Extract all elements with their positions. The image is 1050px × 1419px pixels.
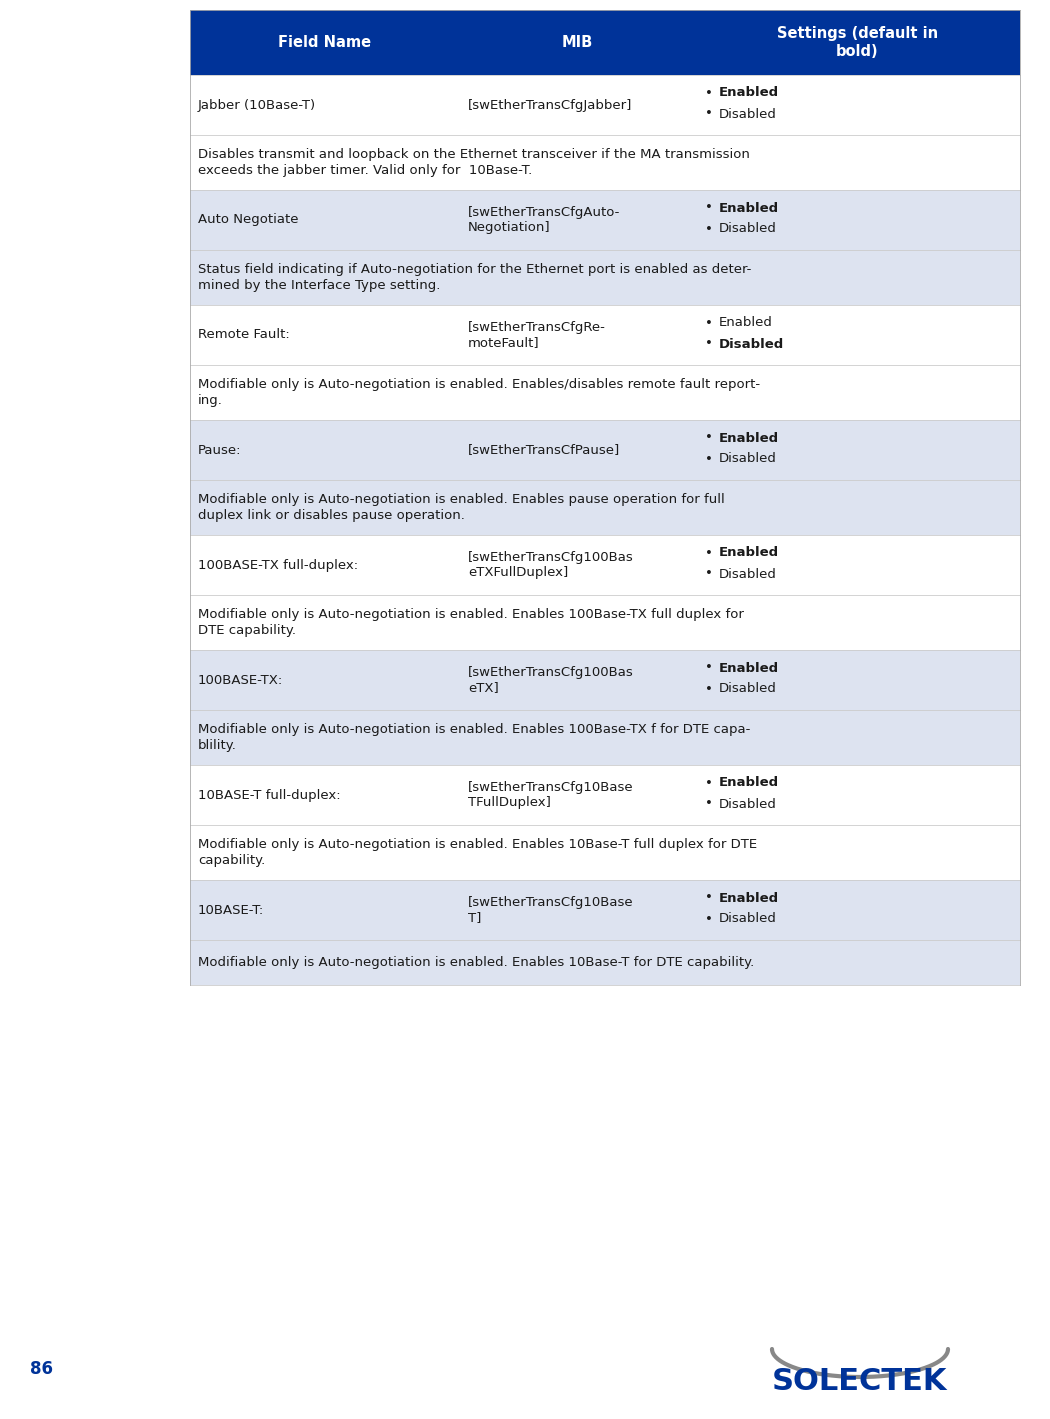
Text: [swEtherTransCfgRe-
moteFault]: [swEtherTransCfgRe- moteFault] — [468, 321, 606, 349]
Text: Settings (default in
bold): Settings (default in bold) — [777, 26, 938, 60]
Text: •: • — [705, 661, 713, 674]
Bar — [190, 135, 1020, 190]
Text: Jabber (10Base-T): Jabber (10Base-T) — [198, 98, 316, 112]
Text: •: • — [705, 568, 713, 580]
Text: Auto Negotiate: Auto Negotiate — [198, 213, 298, 227]
Text: Disabled: Disabled — [719, 338, 784, 350]
Text: Enabled: Enabled — [719, 891, 779, 904]
Text: Disabled: Disabled — [719, 108, 777, 121]
Text: Modifiable only is Auto-negotiation is enabled. Enables/disables remote fault re: Modifiable only is Auto-negotiation is e… — [198, 377, 760, 407]
Text: SOLECTEK: SOLECTEK — [772, 1366, 948, 1395]
Text: •: • — [705, 776, 713, 789]
Bar — [190, 250, 1020, 305]
Text: MIB: MIB — [562, 35, 593, 50]
Bar — [190, 939, 1020, 985]
Text: Enabled: Enabled — [719, 546, 779, 559]
Text: 100BASE-TX:: 100BASE-TX: — [198, 674, 284, 687]
Text: Disabled: Disabled — [719, 453, 777, 465]
Text: [swEtherTransCfgJabber]: [swEtherTransCfgJabber] — [468, 98, 632, 112]
Text: •: • — [705, 431, 713, 444]
Bar — [190, 480, 1020, 535]
Text: Enabled: Enabled — [719, 201, 779, 214]
Text: Disabled: Disabled — [719, 223, 777, 236]
Bar — [190, 880, 1020, 939]
Text: [swEtherTransCfg10Base
TFullDuplex]: [swEtherTransCfg10Base TFullDuplex] — [468, 780, 633, 809]
Text: •: • — [705, 108, 713, 121]
Bar — [190, 650, 1020, 710]
Bar — [190, 365, 1020, 420]
Text: Enabled: Enabled — [719, 87, 779, 99]
Text: •: • — [705, 797, 713, 810]
Text: •: • — [705, 891, 713, 904]
Text: Modifiable only is Auto-negotiation is enabled. Enables pause operation for full: Modifiable only is Auto-negotiation is e… — [198, 492, 724, 522]
Text: •: • — [705, 453, 713, 465]
Text: Disabled: Disabled — [719, 683, 777, 695]
Text: Disabled: Disabled — [719, 797, 777, 810]
Text: Disabled: Disabled — [719, 568, 777, 580]
Text: Modifiable only is Auto-negotiation is enabled. Enables 100Base-TX f for DTE cap: Modifiable only is Auto-negotiation is e… — [198, 722, 751, 752]
Bar — [190, 420, 1020, 480]
Bar — [190, 305, 1020, 365]
Bar — [190, 765, 1020, 824]
Text: 10BASE-T:: 10BASE-T: — [198, 904, 265, 917]
Text: Enabled: Enabled — [719, 661, 779, 674]
Text: •: • — [705, 201, 713, 214]
Text: •: • — [705, 87, 713, 99]
Text: •: • — [705, 546, 713, 559]
Text: •: • — [705, 338, 713, 350]
Bar — [190, 535, 1020, 595]
Text: Remote Fault:: Remote Fault: — [198, 329, 290, 342]
Text: 10BASE-T full-duplex:: 10BASE-T full-duplex: — [198, 789, 340, 802]
Text: Enabled: Enabled — [719, 316, 773, 329]
Text: Status field indicating if Auto-negotiation for the Ethernet port is enabled as : Status field indicating if Auto-negotiat… — [198, 263, 752, 292]
Bar — [190, 824, 1020, 880]
Text: •: • — [705, 683, 713, 695]
Bar — [190, 710, 1020, 765]
Text: [swEtherTransCfg100Bas
eTXFullDuplex]: [swEtherTransCfg100Bas eTXFullDuplex] — [468, 551, 634, 579]
Text: Modifiable only is Auto-negotiation is enabled. Enables 10Base-T for DTE capabil: Modifiable only is Auto-negotiation is e… — [198, 956, 754, 969]
Bar — [190, 75, 1020, 135]
Text: Disables transmit and loopback on the Ethernet transceiver if the MA transmissio: Disables transmit and loopback on the Et… — [198, 148, 750, 177]
Text: •: • — [705, 912, 713, 925]
Text: [swEtherTransCfgAuto-
Negotiation]: [swEtherTransCfgAuto- Negotiation] — [468, 206, 621, 234]
Text: •: • — [705, 316, 713, 329]
Text: Field Name: Field Name — [278, 35, 372, 50]
Text: 100BASE-TX full-duplex:: 100BASE-TX full-duplex: — [198, 559, 358, 572]
Text: Enabled: Enabled — [719, 776, 779, 789]
Bar — [190, 595, 1020, 650]
Text: Pause:: Pause: — [198, 444, 242, 457]
Text: [swEtherTransCfg10Base
T]: [swEtherTransCfg10Base T] — [468, 895, 633, 924]
Text: 86: 86 — [30, 1359, 52, 1378]
Text: Disabled: Disabled — [719, 912, 777, 925]
Bar — [190, 190, 1020, 250]
Text: Modifiable only is Auto-negotiation is enabled. Enables 10Base-T full duplex for: Modifiable only is Auto-negotiation is e… — [198, 837, 757, 867]
Text: Modifiable only is Auto-negotiation is enabled. Enables 100Base-TX full duplex f: Modifiable only is Auto-negotiation is e… — [198, 607, 743, 637]
Text: [swEtherTransCfg100Bas
eTX]: [swEtherTransCfg100Bas eTX] — [468, 666, 634, 694]
Bar — [190, 10, 1020, 75]
Text: Enabled: Enabled — [719, 431, 779, 444]
Text: •: • — [705, 223, 713, 236]
Text: [swEtherTransCfPause]: [swEtherTransCfPause] — [468, 444, 621, 457]
